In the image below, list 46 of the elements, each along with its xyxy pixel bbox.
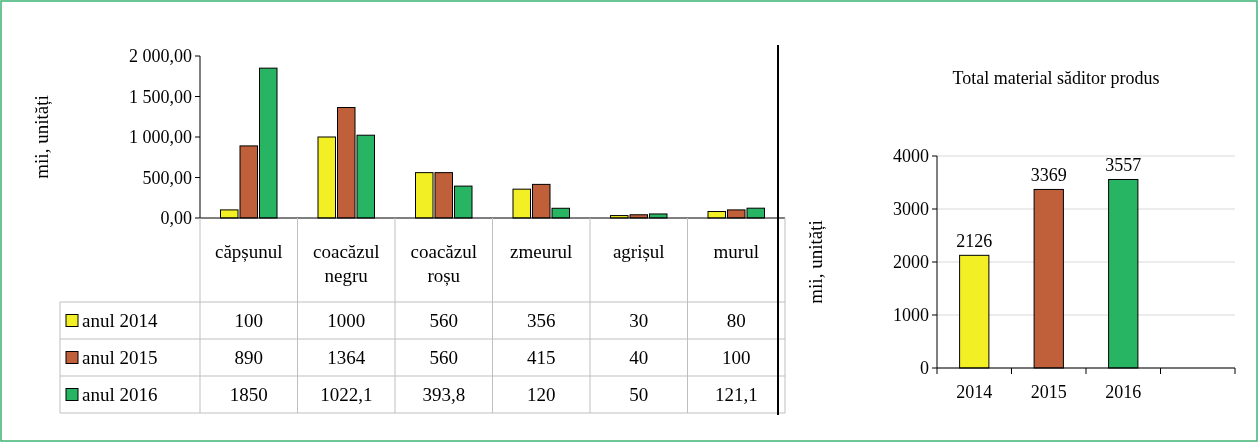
data-label: 120 (527, 384, 556, 406)
y-axis-title: mii, unități (31, 95, 52, 179)
y-tick-label: 2000 (893, 252, 929, 273)
data-label: 415 (527, 347, 556, 369)
y-axis-title: mii, unități (805, 220, 826, 304)
data-label: 3557 (1105, 155, 1142, 176)
x-tick-label: zmeurul (510, 241, 573, 262)
data-label: 100 (722, 347, 751, 369)
data-label: 50 (629, 384, 649, 406)
data-label: 890 (234, 347, 263, 369)
y-tick-label: 0,00 (160, 208, 192, 229)
y-tick-label: 1 500,00 (129, 86, 192, 107)
data-label: 1850 (229, 384, 268, 406)
data-label: 3369 (1030, 165, 1067, 186)
x-tick-label: coacăzul roșu (410, 241, 477, 286)
x-tick-label: agrișul (612, 241, 665, 262)
x-tick-label: 2016 (1105, 382, 1142, 402)
legend-label: anul 2015 (82, 347, 158, 369)
y-tick-label: 1000 (893, 305, 929, 326)
y-tick-label: 2 000,00 (129, 46, 192, 67)
x-tick-label: 2014 (956, 382, 993, 402)
legend-label: anul 2016 (82, 384, 158, 406)
data-label: 1000 (327, 310, 366, 332)
data-label: 560 (429, 310, 458, 332)
data-label: 1364 (327, 347, 366, 369)
data-label: 393,8 (422, 384, 466, 406)
y-tick-label: 500,00 (142, 167, 192, 188)
x-tick-label: murul (713, 241, 759, 262)
data-label: 100 (234, 310, 263, 332)
data-label: 30 (629, 310, 649, 332)
y-tick-label: 1 000,00 (129, 127, 192, 148)
data-label: 80 (726, 310, 746, 332)
data-label: 40 (629, 347, 649, 369)
y-tick-label: 3000 (893, 199, 929, 220)
legend-label: anul 2014 (82, 310, 158, 332)
x-tick-label: coacăzul negru (313, 241, 380, 286)
y-tick-label: 0 (920, 358, 929, 379)
chart-title: Total material săditor produs (952, 68, 1160, 88)
data-label: 1022,1 (320, 384, 373, 406)
data-label: 2126 (956, 231, 993, 252)
data-label: 356 (527, 310, 556, 332)
x-tick-label: 2015 (1030, 382, 1067, 402)
x-tick-label: căpșunul (214, 241, 283, 262)
data-label: 121,1 (714, 384, 758, 406)
data-label: 560 (429, 347, 458, 369)
y-tick-label: 4000 (893, 146, 929, 167)
